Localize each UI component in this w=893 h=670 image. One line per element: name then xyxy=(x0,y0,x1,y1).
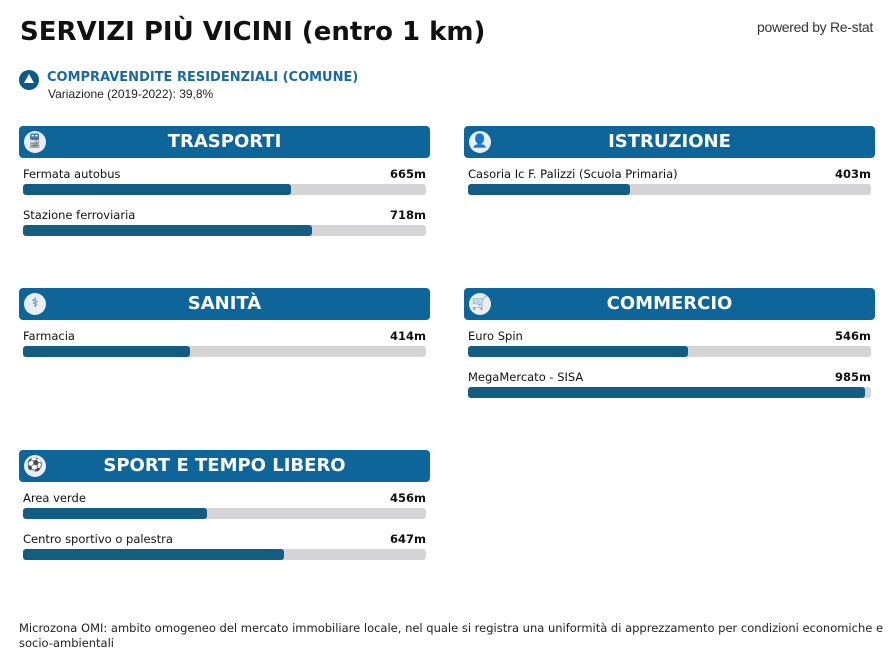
distance-bar xyxy=(468,184,871,195)
item-distance: 456m xyxy=(390,491,426,505)
list-item: MegaMercato - SISA 985m xyxy=(468,361,871,402)
panel-header: ⚕ SANITÀ xyxy=(19,288,430,320)
panel-title: SPORT E TEMPO LIBERO xyxy=(103,455,346,476)
item-label: Euro Spin xyxy=(468,329,523,343)
distance-bar-fill xyxy=(23,225,313,236)
panel-title: COMMERCIO xyxy=(606,293,733,314)
stat-subtitle: Variazione (2019-2022): 39,8% xyxy=(48,87,214,101)
item-distance: 647m xyxy=(390,532,426,546)
distance-bar-fill xyxy=(23,549,284,560)
item-distance: 546m xyxy=(835,329,871,343)
distance-bar-fill xyxy=(23,346,190,357)
train-icon: 🚆 xyxy=(24,131,46,153)
panel-header: ⚽ SPORT E TEMPO LIBERO xyxy=(19,450,430,482)
item-distance: 414m xyxy=(390,329,426,343)
distance-bar xyxy=(23,184,426,195)
distance-bar-fill xyxy=(23,184,291,195)
list-item: Farmacia 414m xyxy=(23,320,426,361)
stat-title: COMPRAVENDITE RESIDENZIALI (COMUNE) xyxy=(47,70,359,85)
item-label: Casoria Ic F. Palizzi (Scuola Primaria) xyxy=(468,167,678,181)
distance-bar xyxy=(23,549,426,560)
list-item: Area verde 456m xyxy=(23,482,426,523)
distance-bar xyxy=(468,346,871,357)
item-label: Farmacia xyxy=(23,329,75,343)
footer-note: Microzona OMI: ambito omogeneo del merca… xyxy=(19,621,884,650)
panel-header: 🚆 TRASPORTI xyxy=(19,126,430,158)
panel-istruzione: 👤 ISTRUZIONE Casoria Ic F. Palizzi (Scuola… xyxy=(464,126,875,199)
distance-bar-fill xyxy=(468,387,865,398)
item-distance: 985m xyxy=(835,370,871,384)
panel-header: 👤 ISTRUZIONE xyxy=(464,126,875,158)
list-item: Casoria Ic F. Palizzi (Scuola Primaria) 4… xyxy=(468,158,871,199)
distance-bar xyxy=(468,387,871,398)
distance-bar xyxy=(23,508,426,519)
distance-bar xyxy=(23,225,426,236)
panel-title: TRASPORTI xyxy=(167,131,282,152)
item-label: Area verde xyxy=(23,491,86,505)
distance-bar-fill xyxy=(468,184,631,195)
item-label: Centro sportivo o palestra xyxy=(23,532,173,546)
item-distance: 665m xyxy=(390,167,426,181)
pharmacy-icon: ⚕ xyxy=(24,293,46,315)
panel-title: ISTRUZIONE xyxy=(608,131,731,152)
panel-sanit-: ⚕ SANITÀ Farmacia 414m xyxy=(19,288,430,361)
distance-bar-fill xyxy=(468,346,689,357)
item-label: Fermata autobus xyxy=(23,167,121,181)
page-title: SERVIZI PIÙ VICINI (entro 1 km) xyxy=(20,17,486,47)
triangle-icon xyxy=(19,70,39,90)
panel-header: 🛒 COMMERCIO xyxy=(464,288,875,320)
item-label: Stazione ferroviaria xyxy=(23,208,136,222)
list-item: Centro sportivo o palestra 647m xyxy=(23,523,426,564)
panel-commercio: 🛒 COMMERCIO Euro Spin 546m MegaMercato - SIS… xyxy=(464,288,875,402)
panel-trasporti: 🚆 TRASPORTI Fermata autobus 665m Stazione fe… xyxy=(19,126,430,240)
distance-bar-fill xyxy=(23,508,207,519)
panel-sport-e-tempo-libero: ⚽ SPORT E TEMPO LIBERO Area verde 456m Centr… xyxy=(19,450,430,564)
item-distance: 718m xyxy=(390,208,426,222)
item-label: MegaMercato - SISA xyxy=(468,370,584,384)
list-item: Euro Spin 546m xyxy=(468,320,871,361)
cart-icon: 🛒 xyxy=(469,293,491,315)
distance-bar xyxy=(23,346,426,357)
sport-icon: ⚽ xyxy=(24,455,46,477)
list-item: Stazione ferroviaria 718m xyxy=(23,199,426,240)
student-icon: 👤 xyxy=(469,131,491,153)
list-item: Fermata autobus 665m xyxy=(23,158,426,199)
item-distance: 403m xyxy=(835,167,871,181)
panel-title: SANITÀ xyxy=(187,293,262,314)
powered-by: powered by Re-stat xyxy=(757,19,873,35)
